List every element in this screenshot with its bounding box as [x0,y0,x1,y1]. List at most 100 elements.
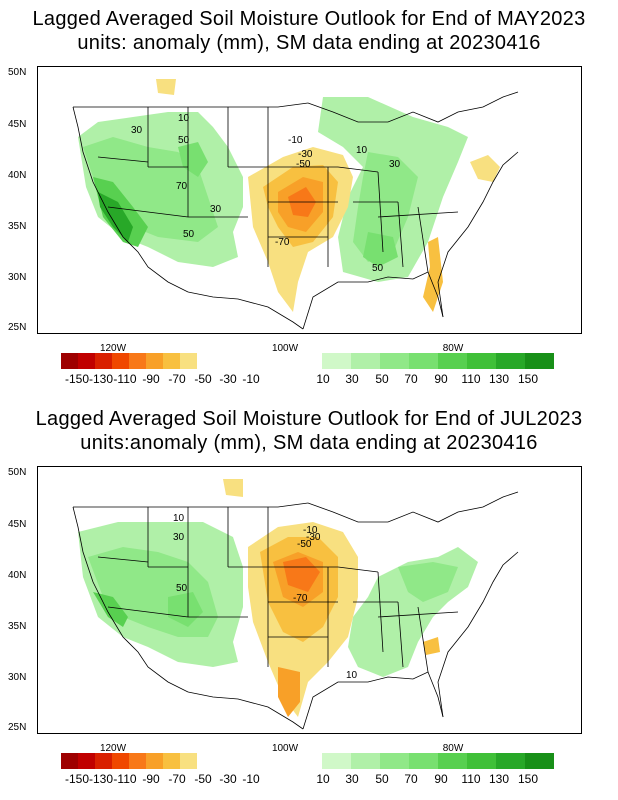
colorbar-tick: -70 [168,372,186,386]
lat-label: 45N [8,119,27,130]
dry-anomaly-region [223,479,243,497]
wet-anomaly-region [363,232,398,267]
contour-label: -70 [275,237,290,248]
contour-label: 30 [131,125,143,136]
colorbar-tick: 30 [345,772,359,786]
map-graphic [72,479,519,730]
soil-moisture-map: 10 50 30 70 30 50 -10 -30 -50 -70 10 30 … [37,66,582,334]
colorbar [61,753,554,769]
contour-label: 10 [173,513,185,524]
colorbar-tick: -10 [242,372,260,386]
contour-label: 10 [346,670,358,681]
colorbar-tick: 50 [375,772,389,786]
colorbar-tick: 90 [434,772,448,786]
colorbar-tick: 90 [434,372,448,386]
contour-label: 30 [210,204,222,215]
lon-label: 120W [99,743,127,754]
contour-label: 50 [372,263,384,274]
colorbar-tick: 130 [488,772,510,786]
dry-anomaly-region [156,79,176,95]
colorbar-tick: -110 [113,772,137,786]
lon-label: 80W [442,743,464,754]
colorbar-tick: -70 [168,772,186,786]
wet-anomaly-region [93,592,128,627]
boundary-lines [72,491,519,730]
colorbar-tick: -150 [64,772,90,786]
lon-label: 100W [271,343,299,354]
contour-label: 50 [178,135,190,146]
colorbar-tick: 70 [404,372,418,386]
panel-title-line1: Lagged Averaged Soil Moisture Outlook fo… [35,408,583,430]
lat-label: 50N [8,467,27,478]
panel-title-line2: units:anomaly (mm), SM data ending at 20… [80,432,538,454]
colorbar-tick: 70 [404,772,418,786]
dry-anomaly-region [283,557,320,592]
colorbar-tick: 110 [461,372,481,386]
colorbar-tick: -150 [64,372,90,386]
colorbar-tick: 150 [517,772,539,786]
panel-title-line2: units: anomaly (mm), SM data ending at 2… [77,32,541,54]
colorbar-tick: -130 [88,372,114,386]
contour-label: -30 [298,149,313,160]
dry-anomaly-region [423,237,443,312]
contour-label: -50 [297,539,312,550]
panel-title-line1: Lagged Averaged Soil Moisture Outlook fo… [32,8,586,30]
colorbar-tick: -110 [113,372,137,386]
colorbar-tick: -30 [219,772,237,786]
colorbar-tick: -50 [194,772,212,786]
colorbar-tick: 130 [488,372,510,386]
contour-label: -10 [303,525,318,536]
lat-label: 30N [8,672,27,683]
contour-label: 10 [356,145,368,156]
colorbar-tick: -30 [219,372,237,386]
contour-label: 30 [389,159,401,170]
lat-label: 40N [8,170,27,181]
colorbar-tick: -10 [242,772,260,786]
contour-label: -70 [293,593,308,604]
boundary-lines [72,91,519,330]
contour-label: 10 [178,113,190,124]
wet-anomaly-region [178,142,208,177]
contour-label: -30 [306,532,321,543]
colorbar-tick: 10 [316,772,330,786]
lat-label: 40N [8,570,27,581]
contour-label: 30 [173,532,185,543]
lon-label: 100W [271,743,299,754]
wet-anomaly-region [98,192,133,242]
colorbar-tick: -90 [142,372,160,386]
lon-label: 80W [442,343,464,354]
wet-anomaly-region [168,592,203,627]
lat-label: 50N [8,67,27,78]
lat-label: 30N [8,272,27,283]
dry-anomaly-region [470,155,500,182]
lat-label: 35N [8,221,27,232]
contour-label: 50 [183,229,195,240]
lat-label: 25N [8,322,27,333]
soil-moisture-map: 10 30 50 -10 -30 -50 -70 10 [37,466,582,734]
contour-label: -10 [288,135,303,146]
colorbar-ticks: -150 -130 -110 -90 -70 -50 -30 -10 10 30… [0,372,618,386]
lat-label: 35N [8,621,27,632]
lon-label: 120W [99,343,127,354]
colorbar-tick: -130 [88,772,114,786]
wet-anomaly-region [398,562,458,602]
dry-anomaly-region [423,637,440,655]
contour-label: -50 [296,159,311,170]
colorbar-tick: -90 [142,772,160,786]
colorbar-tick: -50 [194,372,212,386]
colorbar-tick: 50 [375,372,389,386]
lat-label: 25N [8,722,27,733]
outlook-panel-jul: Lagged Averaged Soil Moisture Outlook fo… [0,400,618,800]
colorbar-tick: 150 [517,372,539,386]
colorbar-ticks: -150 -130 -110 -90 -70 -50 -30 -10 10 30… [0,772,618,786]
colorbar-tick: 110 [461,772,481,786]
dry-anomaly-region [278,667,300,717]
lat-label: 45N [8,519,27,530]
colorbar [61,353,554,369]
colorbar-tick: 10 [316,372,330,386]
contour-label: 70 [176,181,188,192]
map-graphic [72,79,519,330]
outlook-panel-may: Lagged Averaged Soil Moisture Outlook fo… [0,8,618,386]
colorbar-tick: 30 [345,372,359,386]
contour-label: 50 [176,583,188,594]
